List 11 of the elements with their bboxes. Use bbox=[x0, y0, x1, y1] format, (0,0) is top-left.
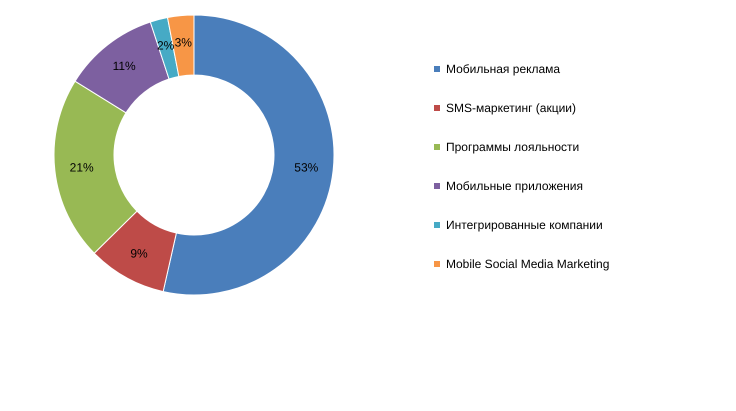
legend-label: SMS-маркетинг (акции) bbox=[446, 101, 576, 115]
legend-label: Мобильная реклама bbox=[446, 62, 560, 76]
legend-label: Программы лояльности bbox=[446, 140, 580, 154]
data-label: 21% bbox=[70, 160, 94, 175]
data-label: 3% bbox=[174, 36, 192, 50]
data-label: 11% bbox=[112, 59, 136, 74]
legend-label: Мобильные приложения bbox=[446, 179, 583, 193]
data-label: 9% bbox=[130, 246, 148, 261]
legend-label: Mobile Social Media Marketing bbox=[446, 257, 610, 271]
legend-label: Интегрированные компании bbox=[446, 218, 603, 232]
data-label: 53% bbox=[294, 160, 319, 175]
